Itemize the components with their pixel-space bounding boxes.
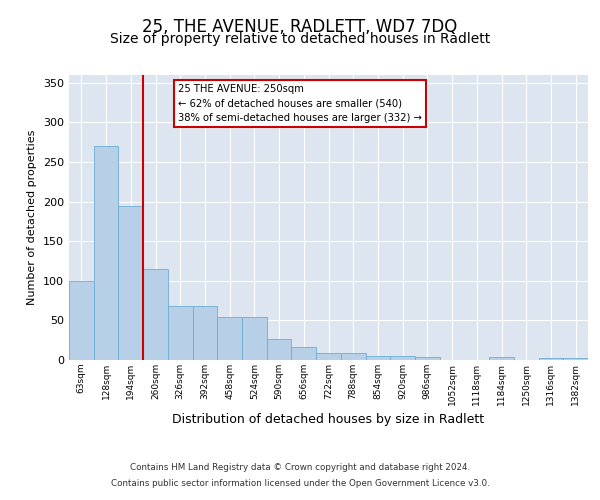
Bar [143, 269, 168, 360]
Bar [415, 357, 440, 360]
Text: 25, THE AVENUE, RADLETT, WD7 7DQ: 25, THE AVENUE, RADLETT, WD7 7DQ [142, 18, 458, 36]
Bar [118, 206, 143, 360]
Bar [217, 318, 242, 360]
Y-axis label: Number of detached properties: Number of detached properties [28, 130, 37, 305]
Bar [292, 348, 316, 360]
Bar [316, 353, 341, 360]
Bar [168, 306, 193, 360]
Text: Contains public sector information licensed under the Open Government Licence v3: Contains public sector information licen… [110, 478, 490, 488]
Bar [267, 338, 292, 360]
Text: 25 THE AVENUE: 250sqm
← 62% of detached houses are smaller (540)
38% of semi-det: 25 THE AVENUE: 250sqm ← 62% of detached … [178, 84, 422, 123]
Bar [94, 146, 118, 360]
Bar [390, 356, 415, 360]
Bar [539, 358, 563, 360]
Text: Size of property relative to detached houses in Radlett: Size of property relative to detached ho… [110, 32, 490, 46]
Bar [69, 281, 94, 360]
Bar [341, 353, 365, 360]
Bar [242, 318, 267, 360]
Bar [193, 306, 217, 360]
Bar [489, 357, 514, 360]
Text: Contains HM Land Registry data © Crown copyright and database right 2024.: Contains HM Land Registry data © Crown c… [130, 464, 470, 472]
Bar [365, 356, 390, 360]
Bar [563, 358, 588, 360]
X-axis label: Distribution of detached houses by size in Radlett: Distribution of detached houses by size … [172, 413, 485, 426]
